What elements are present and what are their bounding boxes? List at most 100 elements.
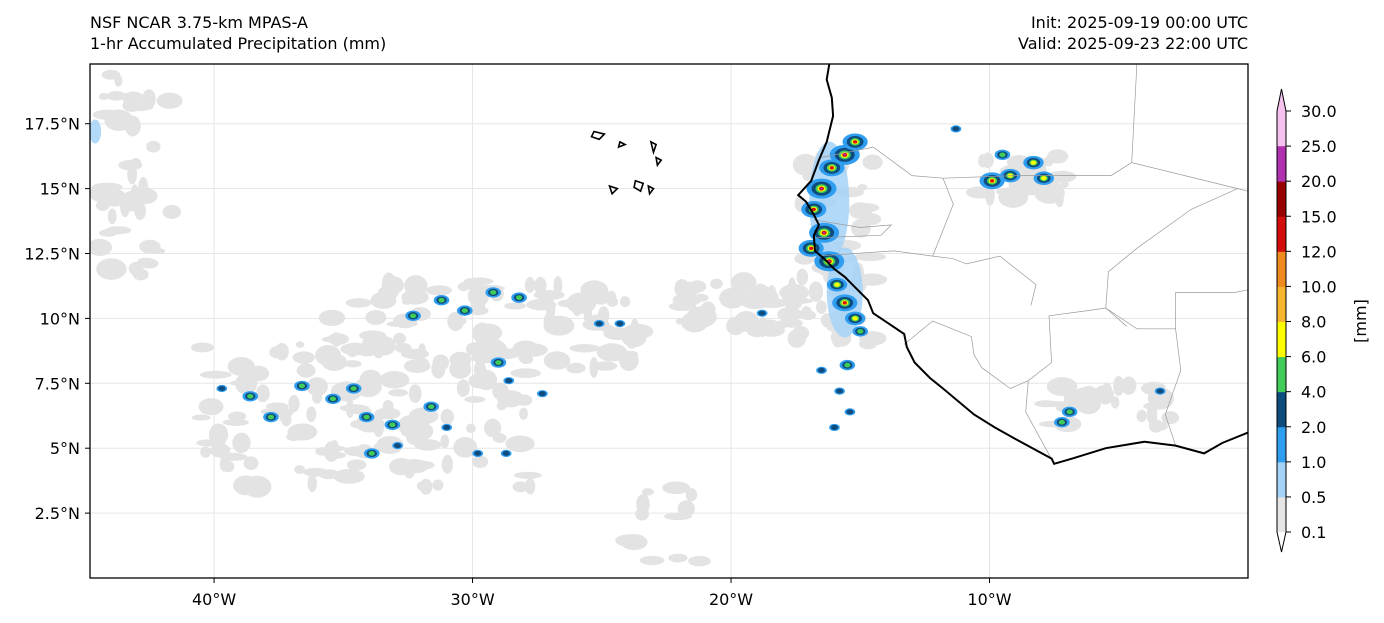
light-precip-blob [757, 317, 768, 338]
colorbar-segment [1277, 391, 1286, 428]
country-border [813, 219, 893, 239]
light-precip-blob [464, 396, 486, 403]
precip-cell [614, 319, 626, 328]
precip-cell-inner [368, 451, 375, 456]
light-precip-blob [1121, 376, 1137, 395]
light-precip-blob [767, 285, 777, 302]
light-precip-blob [504, 302, 527, 310]
light-precip-blob [124, 115, 141, 137]
precip-cell [536, 390, 548, 398]
light-precip-blob [388, 389, 409, 397]
light-precip-blob [333, 468, 365, 484]
light-precip-blob [330, 332, 343, 347]
light-precip-blob [346, 459, 367, 471]
light-precip-blob [191, 414, 211, 421]
light-precip-blob [852, 203, 880, 213]
light-precip-blob [138, 176, 149, 199]
light-precip-blob [862, 154, 883, 170]
colorbar-segment [1277, 251, 1286, 287]
light-precip-blob [403, 359, 431, 374]
precip-cell-inner [329, 396, 337, 402]
light-precip-regions [90, 69, 1180, 567]
lon-axis: 40°W 30°W 20°W 10°W [192, 578, 1012, 609]
light-precip-blob [566, 362, 586, 374]
light-precip-blob [642, 488, 654, 496]
light-precip-blob [981, 152, 994, 169]
light-precip-blob [295, 341, 305, 348]
light-precip-blob [524, 276, 536, 294]
precip-cell-mid [474, 450, 482, 456]
light-precip-blob [792, 153, 818, 176]
light-precip-blob [440, 408, 455, 425]
precip-cell [363, 448, 380, 459]
country-border [816, 250, 1037, 306]
precip-cell [358, 411, 375, 423]
field-name: 1-hr Accumulated Precipitation (mm) [90, 34, 387, 53]
precip-cell [472, 449, 484, 457]
precip-cell-mid [218, 385, 226, 392]
light-precip-blob [730, 272, 757, 294]
light-precip-blob [379, 371, 410, 389]
map-frame [89, 63, 1249, 579]
light-precip-blob [781, 318, 803, 328]
precip-cell-peak [811, 207, 816, 212]
precip-cell-mid [830, 424, 839, 430]
country-border [1105, 188, 1248, 309]
colorbar-segment [1277, 89, 1286, 147]
light-precip-blob [386, 320, 418, 328]
lon-tick-label: 30°W [450, 590, 494, 609]
light-precip-blob [288, 394, 300, 413]
light-precip-blob [1044, 155, 1054, 167]
light-precip-blob [440, 434, 450, 449]
light-precip-blob [755, 283, 766, 295]
light-precip-blob [220, 452, 248, 461]
light-precip-blob [543, 315, 575, 336]
light-precip-blob [343, 360, 362, 368]
light-precip-blob [543, 351, 571, 370]
precip-cell-inner [490, 290, 497, 295]
precip-cell [1054, 417, 1070, 428]
light-precip-blob [137, 257, 155, 266]
light-precip-blob [626, 340, 638, 349]
precip-cell [503, 377, 515, 385]
country-border [1131, 162, 1238, 189]
precip-cell [844, 311, 866, 326]
precip-cell-inner [438, 297, 445, 303]
light-precip-blob [468, 306, 489, 316]
colorbar-tick-label: 10.0 [1301, 277, 1337, 296]
light-precip-blob [121, 190, 143, 212]
lat-tick-label: 5°N [50, 439, 80, 458]
light-precip-blob [306, 377, 328, 397]
chart-title-right: Init: 2025-09-19 00:00 UTC Valid: 2025-0… [1018, 12, 1248, 54]
light-precip-blob [676, 287, 700, 296]
precip-cell-inner [1058, 419, 1066, 425]
precip-cell-mid [505, 378, 513, 384]
precip-cell [405, 310, 421, 322]
light-precip-blob [350, 420, 368, 429]
light-precip-blob [227, 357, 255, 376]
country-border [1025, 380, 1055, 464]
rain-band [90, 119, 102, 144]
light-precip-blob [228, 411, 247, 422]
precip-cell-inner [298, 383, 306, 389]
island-outline [649, 140, 658, 156]
island-outline [590, 130, 606, 141]
precip-cell-mid [502, 450, 510, 456]
light-precip-blob [630, 318, 639, 339]
light-precip-blob [524, 478, 536, 495]
light-precip-blob [122, 91, 145, 106]
light-precip-blob [199, 370, 232, 379]
country-border [903, 307, 1127, 389]
light-precip-blob [783, 297, 814, 304]
light-precip-blob [467, 285, 490, 307]
colorbar-tick-label: 15.0 [1301, 207, 1337, 226]
light-precip-blob [662, 481, 691, 495]
precip-cell [1023, 155, 1044, 170]
light-precip-blob [719, 287, 746, 309]
light-precip-blob [359, 369, 382, 389]
light-precip-blob [303, 467, 328, 477]
lon-tick-label: 20°W [709, 590, 753, 609]
precip-cell [994, 149, 1011, 161]
colorbar-tick-label: 0.1 [1301, 523, 1326, 542]
colorbar-tick-label: 6.0 [1301, 348, 1326, 367]
